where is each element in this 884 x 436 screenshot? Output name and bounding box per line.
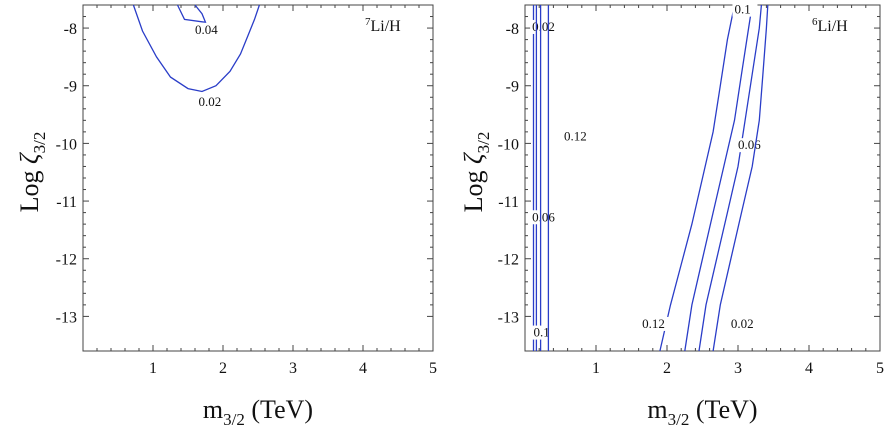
contour-label: 0.12	[642, 316, 665, 331]
y-tick-label: -8	[506, 21, 519, 38]
x-tick-label: 5	[876, 360, 884, 377]
y-axis-label-sub: 3/2	[474, 132, 493, 154]
contour-label: 0.12	[564, 129, 587, 144]
panel-label-superscript: 7	[365, 16, 371, 28]
contour-line-0-02	[712, 4, 769, 352]
contour-label: 0.06	[532, 209, 555, 224]
y-tick-label: -13	[56, 309, 77, 326]
contour-label-bg	[196, 94, 229, 109]
x-tick-label: 1	[149, 360, 157, 377]
y-tick-label: -9	[64, 79, 77, 96]
contour-label: 0.02	[199, 94, 222, 109]
contour-line-0-12	[659, 4, 736, 352]
y-axis-label: Log ζ3/2	[15, 132, 49, 213]
contour-line-0-02	[132, 4, 261, 93]
x-axis-label-main: m	[203, 395, 223, 424]
x-axis-label-sub: 3/2	[668, 410, 690, 429]
contour-label-bg	[530, 210, 563, 225]
contour-label: 0.04	[195, 22, 218, 37]
y-axis-label-greek: ζ	[459, 152, 488, 164]
y-tick-label: -13	[498, 309, 519, 326]
x-tick-label: 5	[429, 360, 437, 377]
panel-right-li6: 1 2 3 4 5 -13 -12 -11 -10 -9 -8 0.02 0.06 0.1 0.12 0.12…	[459, 2, 884, 429]
y-tick-label: -11	[56, 194, 77, 211]
y-axis-label-greek: ζ	[15, 152, 44, 164]
x-axis-label-sub: 3/2	[223, 410, 245, 429]
contour-line-0-04	[176, 4, 207, 24]
x-tick-label: 3	[734, 360, 742, 377]
y-axis-label: Log ζ3/2	[459, 132, 493, 213]
x-tick-label: 3	[289, 360, 297, 377]
panel-label-text: Li/H	[371, 18, 402, 35]
contour-label-bg	[640, 316, 673, 331]
x-tick-label: 2	[663, 360, 671, 377]
contour-label-bg	[736, 138, 768, 153]
panel-label: 6Li/H	[812, 16, 848, 35]
contour-label-bg	[193, 22, 225, 37]
y-tick-label: -12	[498, 252, 519, 269]
y-axis-label-main: Log	[15, 164, 44, 212]
y-axis-label-main: Log	[459, 164, 488, 212]
x-tick-label: 4	[805, 360, 813, 377]
contour-label: 0.06	[738, 137, 761, 152]
x-axis-label-unit: (TeV)	[689, 395, 757, 424]
y-tick-label: -10	[56, 136, 77, 153]
contour-line-0-06	[698, 4, 763, 352]
panel-label: 7Li/H	[365, 16, 401, 35]
panel-label-text: Li/H	[818, 18, 849, 35]
x-axis-label: m3/2 (TeV)	[203, 395, 313, 429]
x-tick-label: 4	[359, 360, 367, 377]
y-tick-label: -12	[56, 252, 77, 269]
contour-label-bg	[728, 316, 761, 331]
contour-line-0-1	[684, 4, 753, 352]
x-axis-label: m3/2 (TeV)	[647, 395, 757, 429]
contour-label-bg	[732, 2, 758, 17]
y-tick-label: -9	[506, 79, 519, 96]
contour-label: 0.02	[731, 316, 754, 331]
contour-label-bg	[530, 19, 563, 34]
contour-label: 0.1	[734, 2, 750, 17]
plot-frame	[82, 4, 434, 352]
y-tick-label: -11	[498, 194, 519, 211]
y-axis-label-sub: 3/2	[30, 132, 49, 154]
x-tick-label: 1	[592, 360, 600, 377]
x-axis-label-main: m	[647, 395, 667, 424]
panel-label-superscript: 6	[812, 16, 818, 28]
contour-label: 0.02	[532, 19, 555, 34]
x-axis-label-unit: (TeV)	[245, 395, 313, 424]
y-tick-label: -8	[64, 21, 77, 38]
x-tick-label: 2	[219, 360, 227, 377]
contour-label-bg	[562, 129, 595, 144]
y-tick-label: -10	[498, 136, 519, 153]
contour-label: 0.1	[534, 325, 550, 340]
contour-label-bg	[531, 325, 557, 340]
